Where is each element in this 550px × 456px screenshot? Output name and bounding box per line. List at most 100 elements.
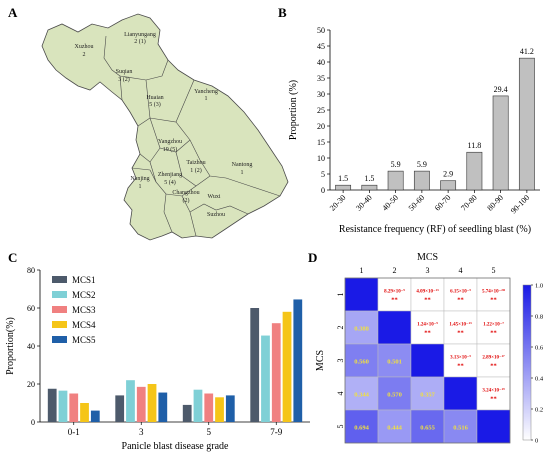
- correlation-value: 0.516: [453, 425, 468, 432]
- column-label: 4: [459, 266, 463, 275]
- bar-mcs5: [225, 395, 235, 422]
- p-value: 5.74×10⁻²⁰: [482, 289, 506, 295]
- correlation-value: 0.655: [420, 425, 435, 432]
- row-label: 2: [336, 326, 345, 330]
- data-label: 5.9: [391, 160, 401, 169]
- heatmap-title: MCS: [417, 252, 438, 263]
- heatmap-cell: [377, 277, 412, 312]
- y-tick-label: 0: [31, 418, 35, 427]
- legend-label: MCS4: [72, 320, 96, 330]
- correlation-value: 0.357: [420, 392, 435, 399]
- region-count: 2: [83, 52, 86, 58]
- x-tick-label: 70-80: [459, 193, 479, 213]
- bar-mcs2: [58, 390, 68, 422]
- bar-mcs1: [115, 395, 125, 422]
- data-label: 5.9: [417, 160, 427, 169]
- significance-mark: **: [457, 297, 464, 304]
- row-label: 5: [336, 425, 345, 429]
- p-value: 3.24×10⁻¹⁹: [482, 388, 505, 394]
- significance-mark: **: [424, 330, 431, 337]
- region-name: Nantong: [232, 162, 253, 168]
- colorbar-tick-label: 0.2: [535, 407, 543, 414]
- x-tick-label: 50-60: [407, 193, 427, 213]
- heatmap-cell: [443, 310, 478, 345]
- heatmap-cell: [443, 409, 478, 444]
- region-name: Nanjing: [130, 176, 149, 182]
- legend-label: MCS2: [72, 290, 96, 300]
- heatmap-border: [344, 277, 511, 444]
- region-name: Yancheng: [194, 89, 218, 95]
- region-count: 1: [205, 96, 208, 102]
- heatmap-cell: [476, 376, 511, 411]
- p-value: 1.22×10⁻⁷: [483, 322, 504, 328]
- significance-mark: **: [424, 297, 431, 304]
- region-name: Huaian: [146, 95, 163, 101]
- x-tick-label: 5: [207, 427, 212, 437]
- heatmap-cell: [410, 376, 445, 411]
- x-tick-label: 80-90: [485, 193, 505, 213]
- colorbar-tick-label: 1.0: [535, 283, 543, 290]
- region-count: 2 (1): [134, 38, 146, 45]
- heatmap-cell: [443, 343, 478, 378]
- region-borders: [103, 35, 281, 237]
- legend-label: MCS5: [72, 335, 96, 345]
- region-count: 19 (5): [163, 146, 178, 153]
- region-name: Zhenjiang: [158, 172, 182, 178]
- bar-mcs2: [261, 335, 270, 422]
- heatmap-cell: [344, 277, 379, 312]
- correlation-value: 0.388: [354, 326, 369, 333]
- row-label: 3: [336, 359, 345, 363]
- significance-mark: **: [490, 363, 497, 370]
- x-axis-label: Resistance frequency (RF) of seedling bl…: [339, 224, 531, 235]
- region-name: Suqian: [116, 69, 133, 75]
- heatmap-cell: [410, 310, 445, 345]
- bar-mcs5: [158, 392, 168, 422]
- bar: [440, 180, 457, 191]
- y-tick-label: 15: [317, 138, 325, 147]
- panel-letter-a: A: [8, 5, 18, 20]
- region-count: 5 (3): [149, 101, 161, 108]
- heatmap-cell: [344, 343, 379, 378]
- region-name: Wuxi: [207, 194, 220, 200]
- p-value: 1.45×10⁻¹³: [449, 322, 472, 328]
- bar-mcs3: [136, 386, 146, 422]
- x-tick-label: 90-100: [509, 193, 531, 215]
- bar-mcs4: [215, 397, 224, 422]
- y-tick-label: 10: [317, 154, 325, 163]
- x-tick-label: 3: [139, 427, 144, 437]
- correlation-value: 0.344: [354, 392, 369, 399]
- column-label: 2: [393, 266, 397, 275]
- bar-mcs3: [204, 393, 214, 422]
- legend-swatch: [52, 336, 67, 343]
- correlation-value: 0.501: [387, 359, 402, 366]
- significance-mark: **: [457, 330, 464, 337]
- bar-mcs4: [147, 384, 157, 422]
- bar: [387, 170, 404, 191]
- y-tick-label: 60: [27, 304, 35, 313]
- bar: [413, 170, 430, 191]
- heatmap-cell: [377, 310, 412, 345]
- region-count: 1: [139, 184, 142, 190]
- bar: [518, 57, 535, 191]
- y-tick-label: 20: [317, 122, 325, 131]
- heatmap-cell: [476, 409, 511, 444]
- heatmap-cell: [443, 376, 478, 411]
- y-tick-label: 0: [321, 186, 325, 195]
- x-axis-label: Panicle blast disease grade: [122, 441, 229, 452]
- region-count: 1: [241, 170, 244, 176]
- legend-swatch: [52, 321, 67, 328]
- colorbar-tick-label: 0: [535, 438, 538, 445]
- y-tick-label: 50: [317, 26, 325, 35]
- bar-mcs5: [90, 410, 100, 422]
- bar-mcs2: [126, 380, 135, 422]
- y-tick-label: 30: [317, 90, 325, 99]
- heatmap-cell: [476, 310, 511, 345]
- bar-mcs4: [80, 403, 89, 422]
- p-value: 6.15×10⁻⁵: [450, 289, 471, 295]
- x-tick-label: 40-50: [380, 193, 400, 213]
- bar-mcs1: [47, 388, 57, 422]
- region-labels: Lianyungang 2 (1) Xuzhou 2 Suqian 3 (2) …: [75, 32, 253, 218]
- region-name: Xuzhou: [75, 44, 94, 50]
- data-label: 2.9: [443, 170, 453, 179]
- row-label: 4: [336, 392, 345, 396]
